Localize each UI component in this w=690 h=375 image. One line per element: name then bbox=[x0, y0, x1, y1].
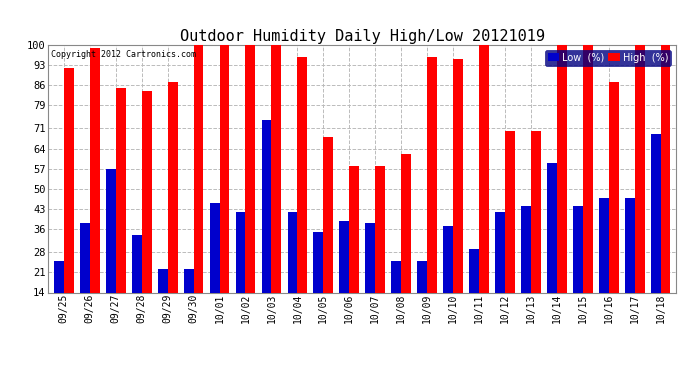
Bar bbox=[168, 82, 177, 292]
Bar bbox=[599, 198, 609, 292]
Bar bbox=[391, 261, 401, 292]
Bar bbox=[427, 57, 437, 292]
Bar bbox=[366, 224, 375, 292]
Bar bbox=[297, 57, 307, 292]
Bar bbox=[158, 270, 168, 292]
Bar bbox=[375, 166, 385, 292]
Bar bbox=[106, 169, 116, 292]
Bar bbox=[547, 163, 557, 292]
Bar bbox=[54, 261, 64, 292]
Bar bbox=[184, 270, 194, 292]
Legend: Low  (%), High  (%): Low (%), High (%) bbox=[544, 50, 671, 66]
Bar bbox=[443, 226, 453, 292]
Bar bbox=[479, 45, 489, 292]
Bar bbox=[132, 235, 141, 292]
Bar bbox=[194, 45, 204, 292]
Bar bbox=[64, 68, 74, 292]
Bar bbox=[635, 45, 644, 292]
Bar bbox=[583, 45, 593, 292]
Bar bbox=[271, 45, 282, 292]
Text: Copyright 2012 Cartronics.com: Copyright 2012 Cartronics.com bbox=[52, 50, 197, 59]
Bar bbox=[625, 198, 635, 292]
Bar bbox=[141, 91, 152, 292]
Bar bbox=[469, 249, 479, 292]
Bar bbox=[505, 131, 515, 292]
Bar bbox=[531, 131, 541, 292]
Bar bbox=[453, 59, 463, 292]
Bar bbox=[573, 206, 583, 292]
Bar bbox=[219, 45, 229, 292]
Bar bbox=[557, 45, 566, 292]
Title: Outdoor Humidity Daily High/Low 20121019: Outdoor Humidity Daily High/Low 20121019 bbox=[180, 29, 544, 44]
Bar bbox=[660, 45, 671, 292]
Bar bbox=[651, 134, 660, 292]
Bar bbox=[80, 224, 90, 292]
Bar bbox=[235, 212, 246, 292]
Bar bbox=[349, 166, 359, 292]
Bar bbox=[521, 206, 531, 292]
Bar bbox=[324, 137, 333, 292]
Bar bbox=[288, 212, 297, 292]
Bar bbox=[262, 120, 271, 292]
Bar bbox=[495, 212, 505, 292]
Bar bbox=[313, 232, 324, 292]
Bar bbox=[210, 203, 219, 292]
Bar bbox=[90, 48, 99, 292]
Bar bbox=[417, 261, 427, 292]
Bar bbox=[401, 154, 411, 292]
Bar bbox=[609, 82, 619, 292]
Bar bbox=[116, 88, 126, 292]
Bar bbox=[246, 45, 255, 292]
Bar bbox=[339, 220, 349, 292]
